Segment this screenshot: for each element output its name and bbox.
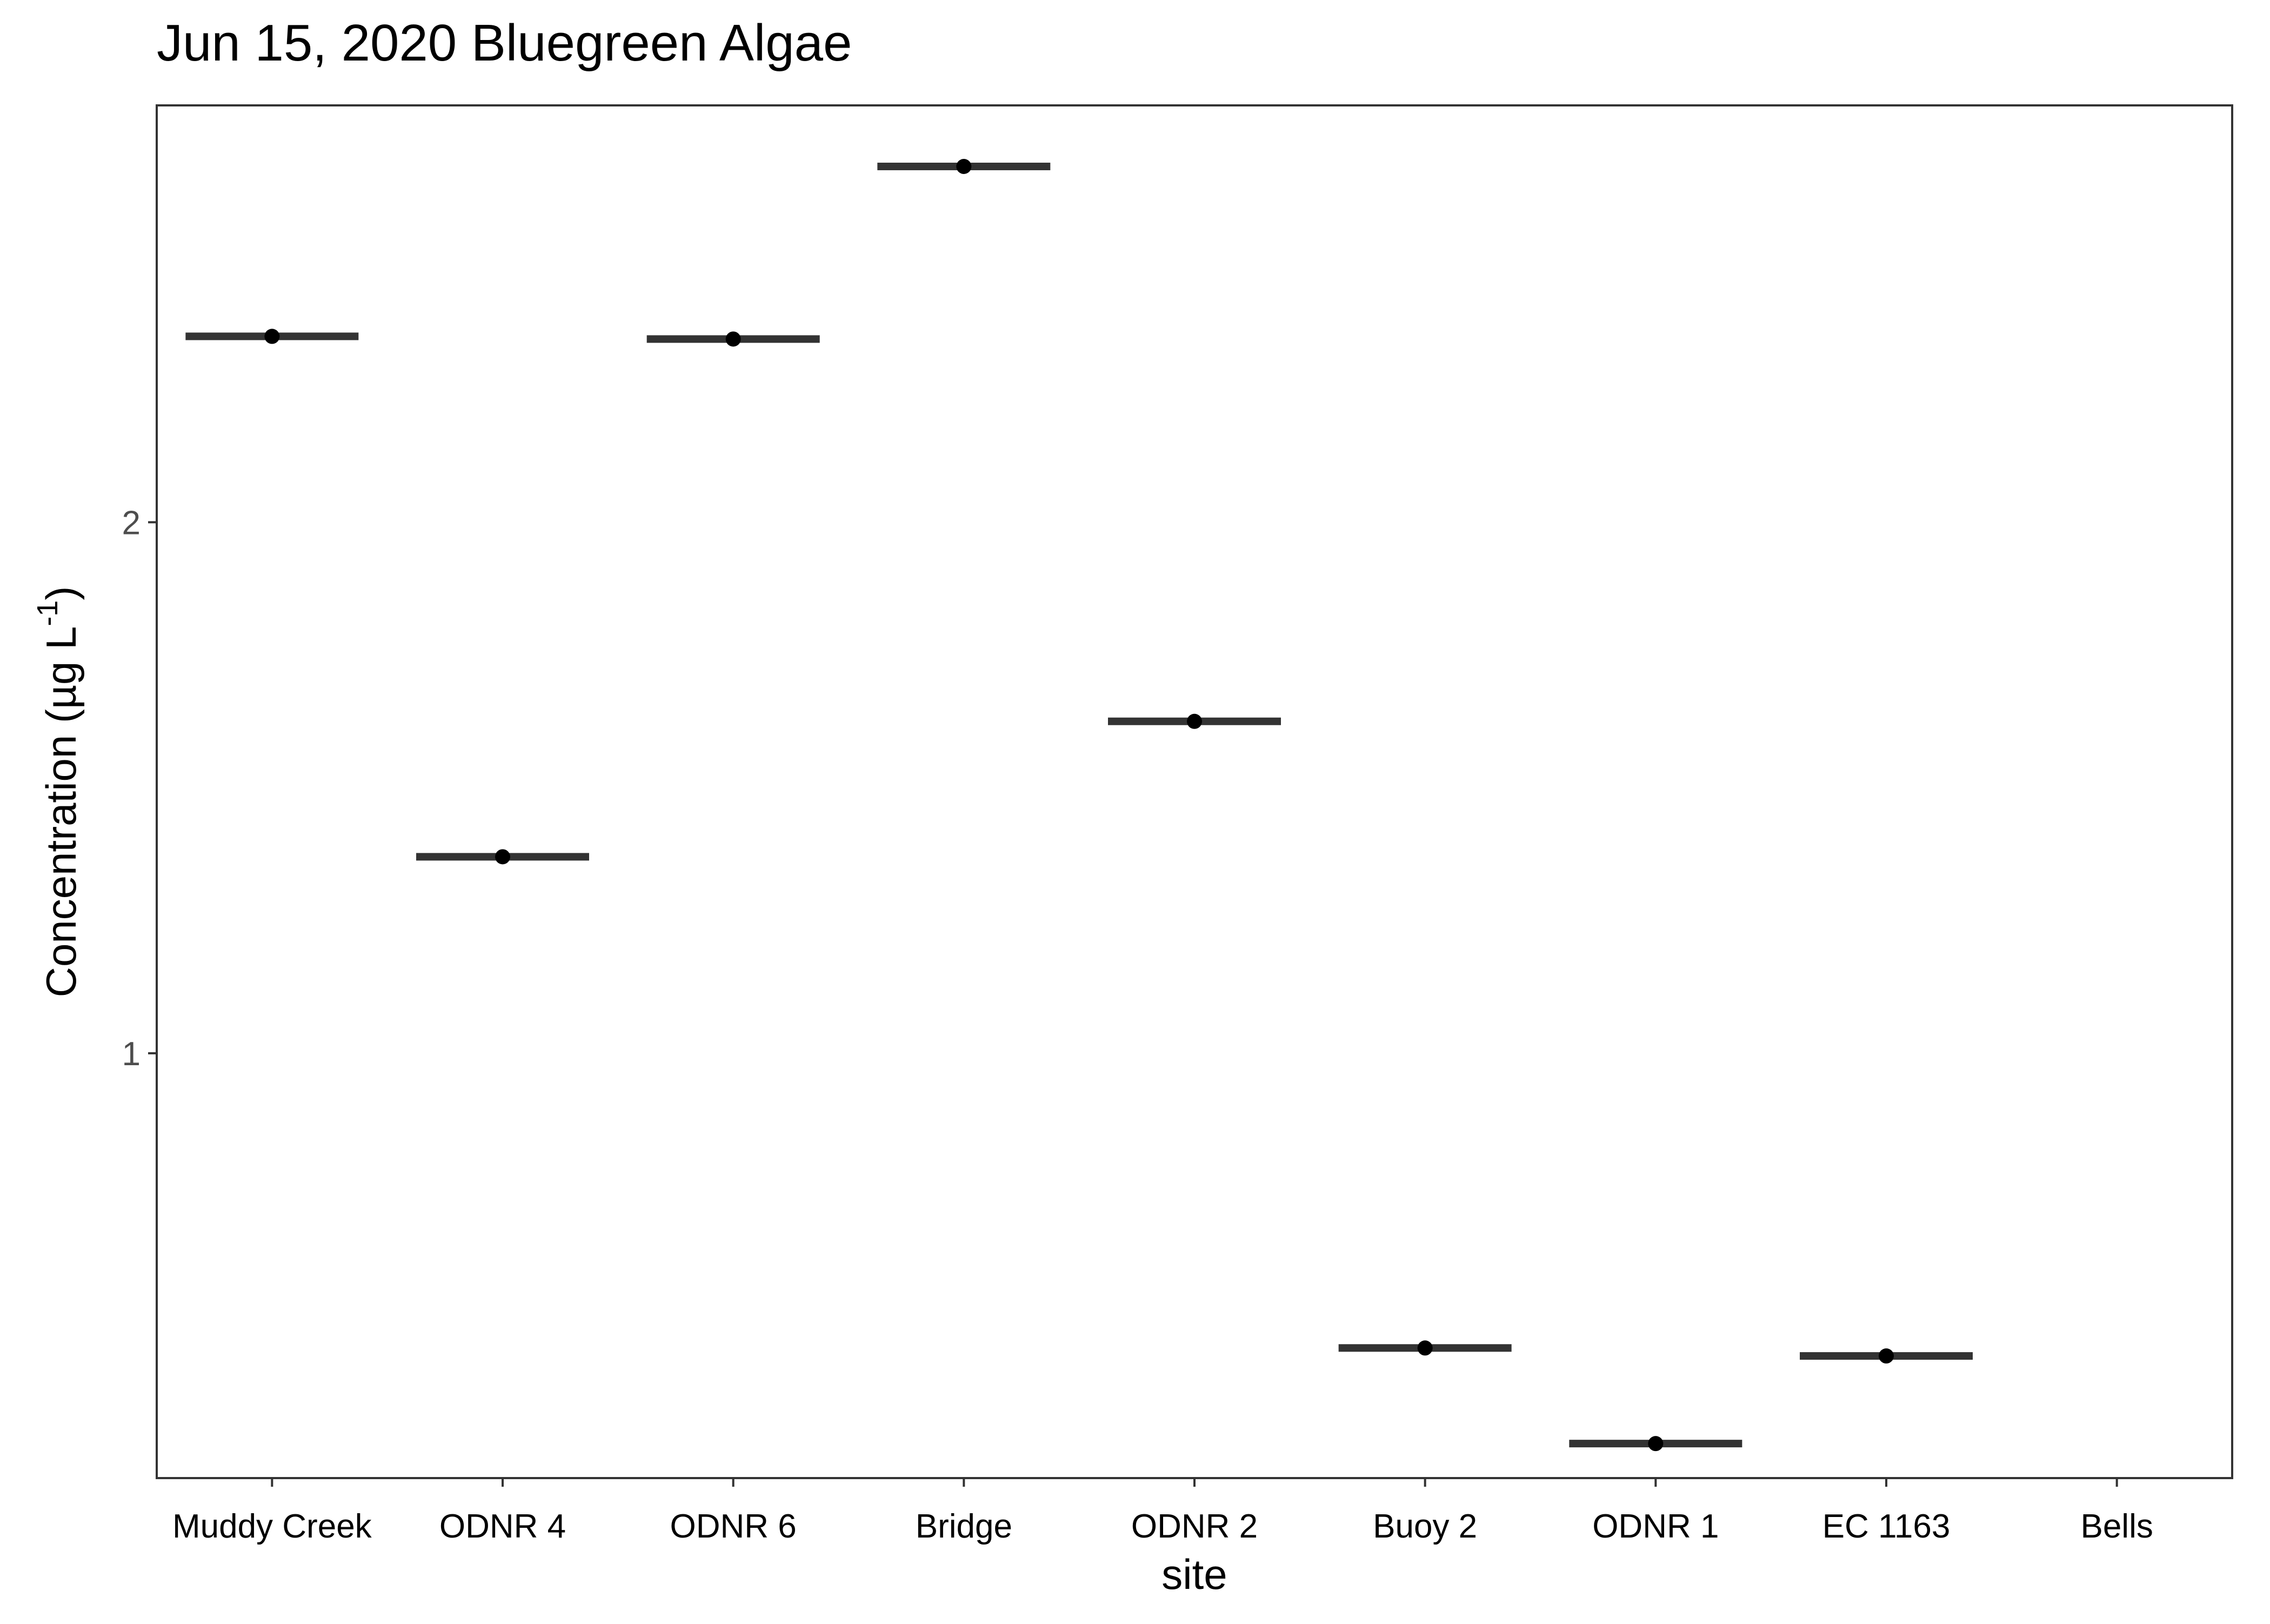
x-axis-title: site — [1161, 1551, 1227, 1598]
data-point — [1648, 1436, 1664, 1452]
x-tick-label: ODNR 6 — [670, 1508, 797, 1545]
data-marks — [185, 158, 1973, 1452]
chart-title: Jun 15, 2020 Bluegreen Algae — [157, 14, 852, 72]
data-point — [264, 329, 280, 344]
y-tick-label: 2 — [122, 504, 141, 542]
y-tick-label: 1 — [122, 1035, 141, 1073]
y-axis-title-superscript: -1 — [31, 600, 64, 626]
x-tick-label: ODNR 1 — [1592, 1508, 1719, 1545]
x-tick-label: Bells — [2080, 1508, 2153, 1545]
data-point — [956, 158, 972, 174]
data-point — [725, 331, 741, 347]
data-point — [495, 849, 510, 865]
data-point — [1879, 1348, 1894, 1364]
x-tick-label: Muddy Creek — [172, 1508, 372, 1545]
x-axis: Muddy Creek ODNR 4 ODNR 6 Bridge ODNR 2 Buoy … — [172, 1478, 2153, 1545]
data-point — [1417, 1340, 1433, 1356]
data-point — [1187, 713, 1202, 729]
x-tick-label: Buoy 2 — [1373, 1508, 1477, 1545]
x-tick-label: EC 1163 — [1822, 1508, 1951, 1545]
y-axis: 12 — [122, 504, 157, 1073]
x-tick-label: Bridge — [916, 1508, 1012, 1545]
y-axis-title-prefix: Concentration (µg L — [37, 626, 85, 998]
x-tick-label: ODNR 4 — [439, 1508, 566, 1545]
x-tick-label: ODNR 2 — [1131, 1508, 1258, 1545]
y-axis-title: Concentration (µg L-1) — [31, 586, 85, 998]
y-axis-title-suffix: ) — [37, 586, 85, 600]
